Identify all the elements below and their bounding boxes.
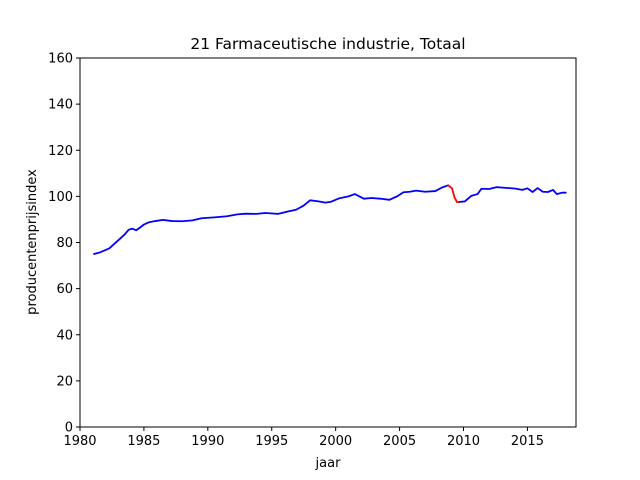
y-tick-label: 140 [48, 98, 73, 113]
y-tick-label: 0 [65, 421, 73, 436]
plot-frame [79, 57, 577, 428]
x-tick-label: 1980 [63, 434, 96, 449]
plot-area [93, 184, 567, 255]
x-tick-label: 2010 [447, 434, 480, 449]
y-axis-label: producentenprijsindex [25, 169, 40, 315]
axis-ticks: 1980 1985 1990 1995 2000 2005 2010 2015 0 20 40 60 8… [48, 52, 544, 450]
x-tick-label: 1990 [191, 434, 224, 449]
series-line-2 [458, 186, 567, 203]
y-tick-label: 100 [48, 190, 73, 205]
y-tick-label: 80 [56, 236, 73, 251]
x-tick-label: 1985 [127, 434, 160, 449]
chart-title: 21 Farmaceutische industrie, Totaal [190, 35, 465, 53]
x-tick-label: 2015 [511, 434, 544, 449]
x-tick-label: 2005 [383, 434, 416, 449]
y-tick-label: 60 [56, 282, 73, 297]
series-line-1 [447, 184, 461, 204]
series-line-0 [93, 184, 450, 255]
y-tick-label: 20 [56, 374, 73, 389]
y-tick-label: 160 [48, 52, 73, 67]
x-axis-label: jaar [315, 456, 342, 471]
x-tick-label: 1995 [255, 434, 288, 449]
y-tick-label: 40 [56, 328, 73, 343]
x-tick-label: 2000 [319, 434, 352, 449]
y-tick-label: 120 [48, 144, 73, 159]
